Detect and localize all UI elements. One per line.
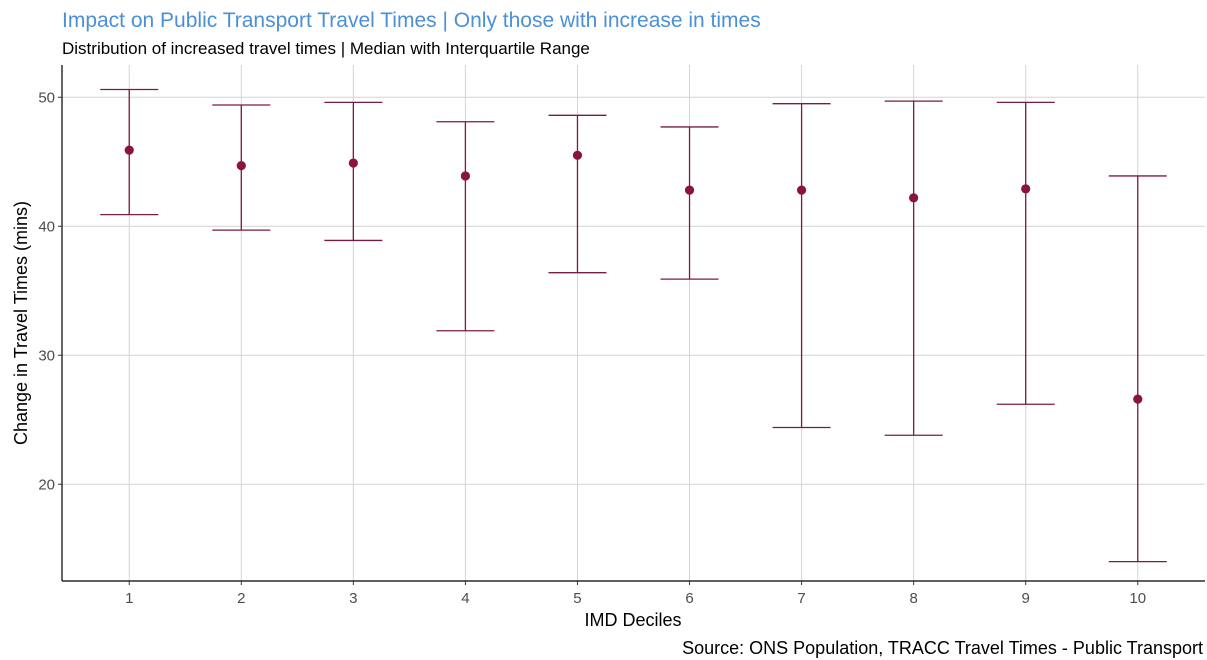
median-point [1133,394,1143,404]
median-point [572,150,583,160]
median-point [1021,184,1031,194]
y-axis-title: Change in Travel Times (mins) [11,201,31,445]
x-tick-label: 4 [461,590,469,607]
x-tick-label: 6 [685,590,693,607]
median-points [124,145,1143,404]
x-tick-label: 5 [573,590,581,607]
median-point [684,185,695,195]
x-tick-label: 3 [349,590,357,607]
median-point [909,193,919,203]
grid [62,65,1205,581]
median-point [236,161,246,171]
iqr-errorbar [324,101,383,242]
x-tick-label: 8 [909,590,917,607]
error-bars [100,88,1167,563]
x-tick-label: 1 [125,590,133,607]
chart-subtitle: Distribution of increased travel times |… [62,39,590,58]
iqr-errorbar [1108,175,1167,563]
median-point [460,171,471,181]
median-point [124,145,134,155]
x-tick-labels: 1 2 3 4 5 6 7 8 9 10 [125,581,1146,607]
x-tick-label: 9 [1022,590,1030,607]
median-point [796,185,807,195]
iqr-errorbar [884,100,943,436]
iqr-errorbar [772,103,831,429]
chart-title: Impact on Public Transport Travel Times … [62,9,761,32]
iqr-errorbar [436,121,495,332]
y-tick-label: 20 [38,476,55,493]
y-tick-labels: 20 30 40 50 [38,89,62,493]
y-tick-label: 30 [38,347,55,364]
source-caption: Source: ONS Population, TRACC Travel Tim… [682,638,1203,658]
axes [61,65,1205,582]
iqr-errorbar [548,114,607,274]
iqr-errorbar [660,126,719,280]
x-tick-label: 10 [1129,590,1146,607]
iqr-errorbar [996,101,1055,405]
median-point [348,158,358,168]
y-tick-label: 40 [38,218,55,235]
x-tick-label: 2 [237,590,245,607]
y-tick-label: 50 [38,89,55,106]
x-tick-label: 7 [797,590,805,607]
x-axis-title: IMD Deciles [584,610,681,630]
